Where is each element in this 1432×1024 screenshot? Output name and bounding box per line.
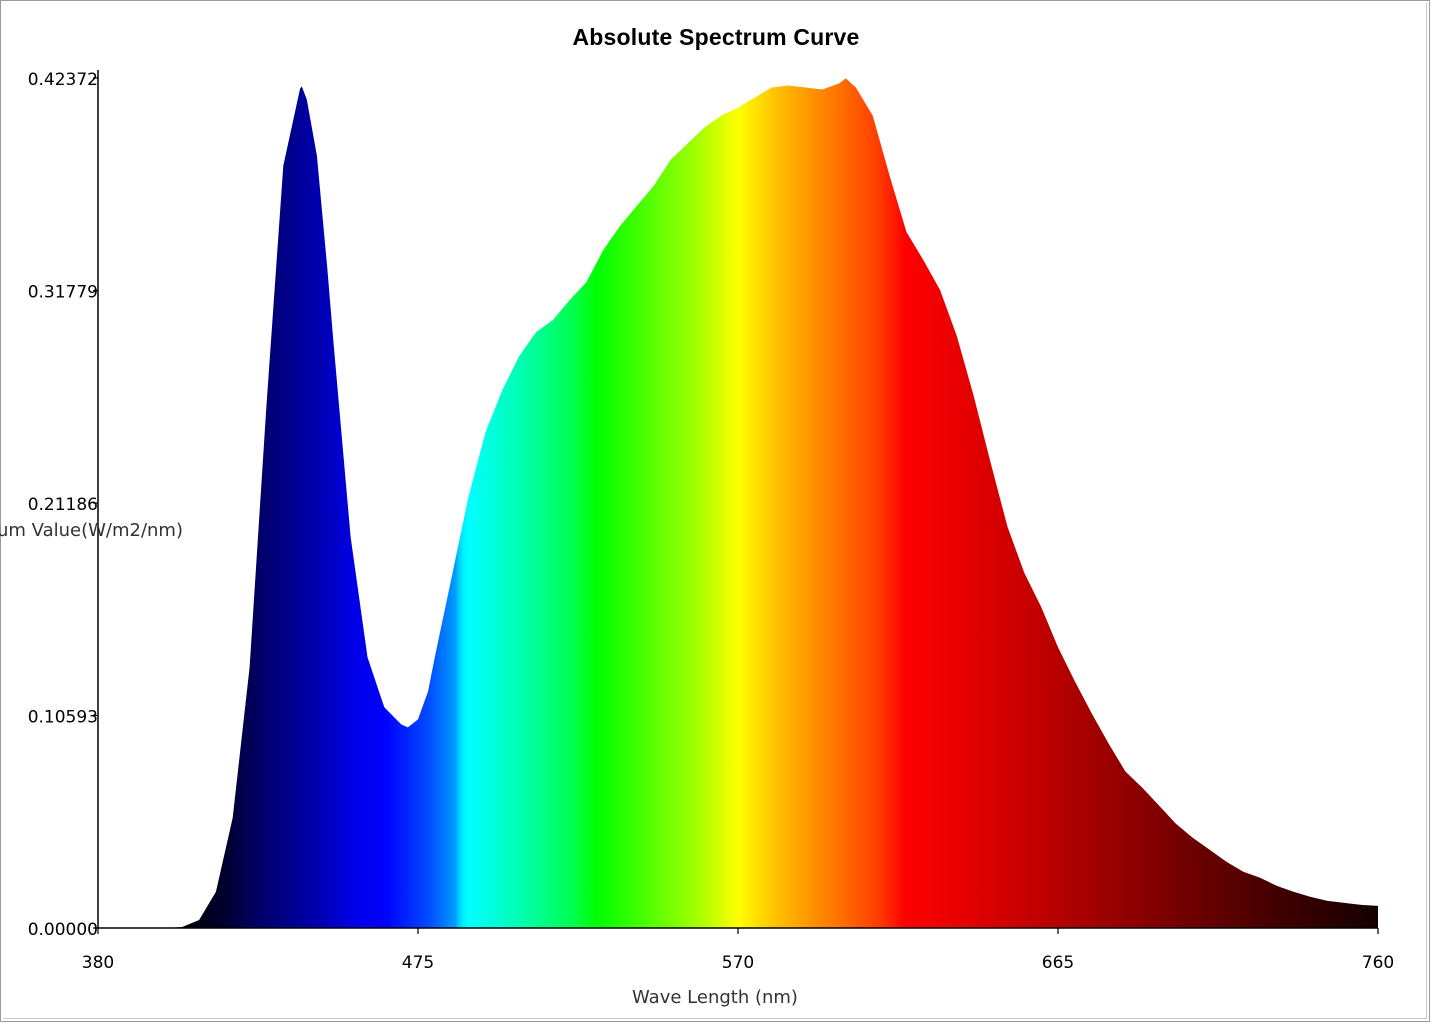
y-axis-title: Spectrum Value(W/m2/nm): [0, 520, 183, 541]
x-tick-label: 475: [402, 953, 434, 973]
plot-area: [98, 78, 1378, 928]
y-tick-label: 0.21186: [28, 495, 98, 515]
y-tick-label: 0.10593: [28, 708, 98, 728]
x-tick-label: 760: [1362, 953, 1394, 973]
y-tick-label: 0.42372: [28, 70, 98, 90]
chart-title: Absolute Spectrum Curve: [572, 24, 860, 50]
y-tick-label: 0.00000: [28, 920, 98, 940]
y-tick-label: 0.31779: [28, 283, 98, 303]
x-tick-label: 380: [82, 953, 114, 973]
axes: 380 475 570 665 760 0.00000 0.10593 0.21186 0.31…: [28, 70, 1394, 973]
x-axis-title: Wave Length (nm): [632, 987, 798, 1008]
x-tick-label: 570: [722, 953, 754, 973]
x-tick-label: 665: [1042, 953, 1074, 973]
spectrum-area: [98, 78, 1378, 928]
